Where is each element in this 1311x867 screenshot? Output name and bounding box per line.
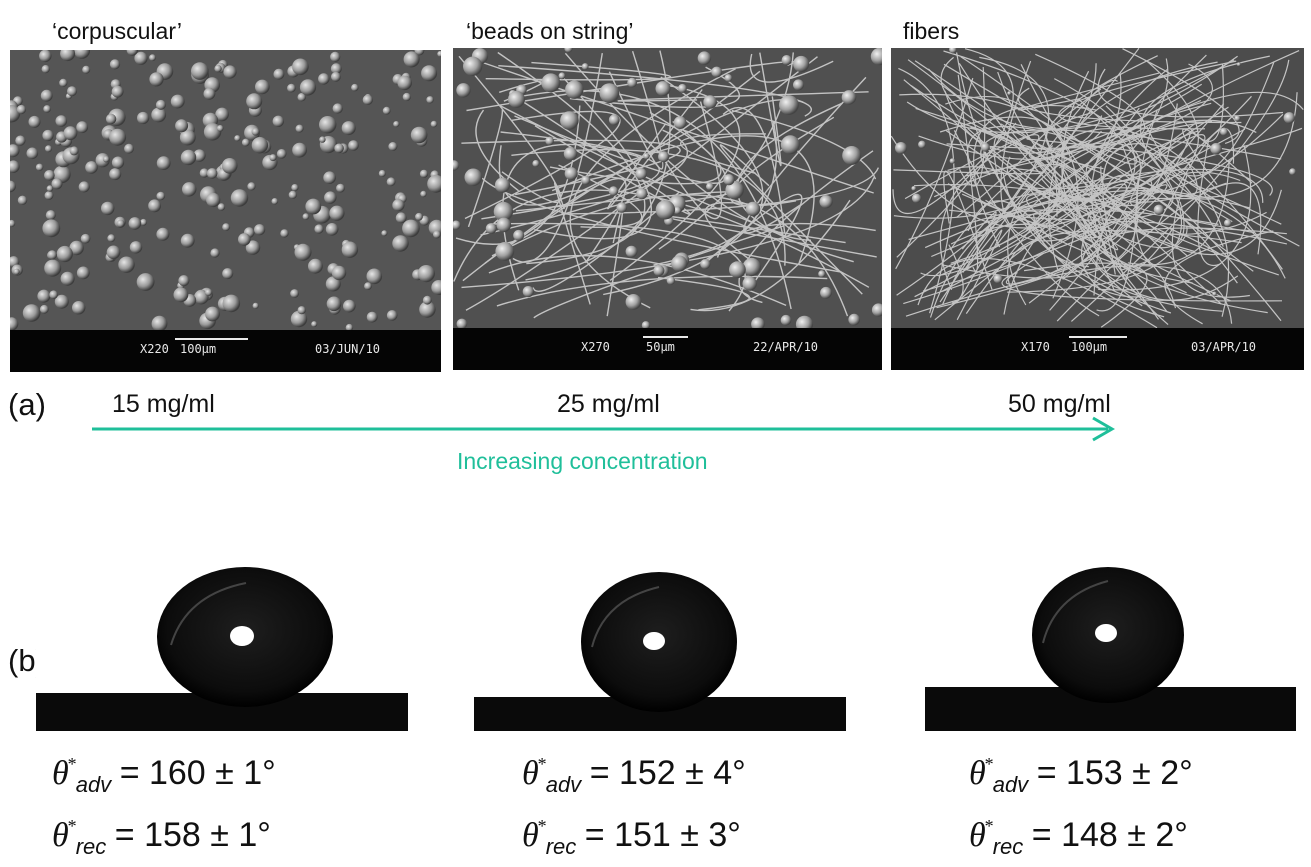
scale-label: 100µm (1071, 340, 1108, 354)
scale-bar (175, 338, 248, 340)
date-label: 03/JUN/10 (315, 342, 381, 356)
concentration-label-high: 50 mg/ml (1008, 390, 1111, 418)
concentration-label-low: 15 mg/ml (112, 390, 215, 418)
advancing-angle-3: θ*adv = 153 ± 2° (969, 754, 1193, 797)
droplet-image-2 (474, 555, 846, 731)
panel-label-a: (a) (8, 387, 46, 422)
sem-title-fibers: fibers (903, 18, 960, 44)
sem-info-bar: X170 100µm 03/APR/10 (891, 328, 1304, 370)
sem-image-fibers: X170 100µm 03/APR/10 (891, 48, 1304, 370)
date-label: 03/APR/10 (1191, 340, 1257, 354)
magnification-label: X220 (140, 342, 169, 356)
advancing-angle-2: θ*adv = 152 ± 4° (522, 754, 746, 797)
droplet-image-1 (36, 555, 408, 731)
concentration-arrow (92, 416, 1115, 442)
concentration-label-mid: 25 mg/ml (557, 390, 660, 418)
sem-texture-beads (453, 48, 882, 328)
sem-info-bar: X220 100µm 03/JUN/10 (10, 330, 441, 372)
sem-image-corpuscular: X220 100µm 03/JUN/10 (10, 50, 441, 372)
sem-texture-fibers (891, 48, 1304, 328)
scale-label: 100µm (180, 342, 217, 356)
sem-image-beads-on-string: X270 50µm 22/APR/10 (453, 48, 882, 370)
magnification-label: X170 (1021, 340, 1050, 354)
receding-angle-1: θ*rec = 158 ± 1° (52, 816, 271, 859)
receding-angle-2: θ*rec = 151 ± 3° (522, 816, 741, 859)
arrow-caption: Increasing concentration (457, 448, 708, 474)
droplet-image-3 (925, 555, 1296, 731)
receding-angle-3: θ*rec = 148 ± 2° (969, 816, 1188, 859)
scale-bar (1069, 336, 1127, 338)
sem-info-bar: X270 50µm 22/APR/10 (453, 328, 882, 370)
scale-label: 50µm (646, 340, 675, 354)
magnification-label: X270 (581, 340, 610, 354)
scale-bar (643, 336, 688, 338)
advancing-angle-1: θ*adv = 160 ± 1° (52, 754, 276, 797)
sem-texture-corpuscular (10, 50, 441, 330)
date-label: 22/APR/10 (753, 340, 819, 354)
sem-title-corpuscular: ‘corpuscular’ (52, 18, 182, 44)
sem-title-beads-on-string: ‘beads on string’ (466, 18, 634, 44)
